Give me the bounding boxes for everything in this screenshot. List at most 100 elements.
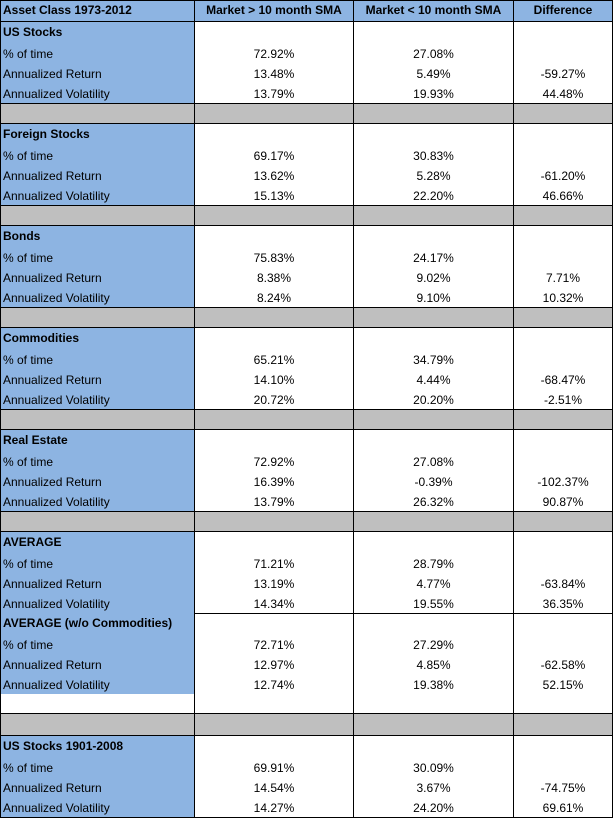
empty-cell — [514, 410, 613, 429]
value-difference: 69.61% — [514, 798, 613, 817]
value-difference — [514, 635, 613, 655]
metric-label: Annualized Volatility — [0, 594, 195, 613]
value-below-sma: 27.08% — [354, 44, 514, 64]
value-difference — [514, 452, 613, 472]
metric-row-ret: Annualized Return 13.19% 4.77% -63.84% — [0, 574, 613, 594]
metric-label: Annualized Volatility — [0, 675, 195, 694]
section-title: US Stocks 1901-2008 — [0, 736, 195, 758]
value-difference — [514, 350, 613, 370]
value-difference — [514, 248, 613, 268]
empty-cell — [195, 104, 354, 123]
empty-cell — [195, 124, 354, 146]
metric-label: % of time — [0, 452, 195, 472]
separator-row — [0, 714, 613, 736]
value-above-sma: 13.79% — [195, 84, 354, 103]
metric-row-vol: Annualized Volatility 13.79% 19.93% 44.48% — [0, 84, 613, 104]
metric-row-ret: Annualized Return 14.54% 3.67% -74.75% — [0, 778, 613, 798]
metric-label: % of time — [0, 350, 195, 370]
metric-label: Annualized Return — [0, 574, 195, 594]
section-title-row: Real Estate — [0, 430, 613, 452]
value-below-sma: 5.49% — [354, 64, 514, 84]
empty-cell — [514, 430, 613, 452]
value-difference: -63.84% — [514, 574, 613, 594]
empty-cell — [514, 124, 613, 146]
value-below-sma: 30.09% — [354, 758, 514, 778]
section-title: Foreign Stocks — [0, 124, 195, 146]
value-below-sma: 9.10% — [354, 288, 514, 307]
value-difference — [514, 44, 613, 64]
empty-cell — [514, 613, 613, 635]
metric-row-ret: Annualized Return 13.62% 5.28% -61.20% — [0, 166, 613, 186]
separator-row — [0, 104, 613, 124]
empty-cell — [354, 694, 514, 713]
header-above-sma: Market > 10 month SMA — [195, 0, 354, 21]
value-below-sma: 27.29% — [354, 635, 514, 655]
value-above-sma: 14.34% — [195, 594, 354, 613]
separator-row — [0, 206, 613, 226]
metric-label: Annualized Return — [0, 370, 195, 390]
header-asset-class: Asset Class 1973-2012 — [0, 0, 195, 21]
empty-cell — [514, 328, 613, 350]
metric-label: % of time — [0, 248, 195, 268]
separator-row — [0, 410, 613, 430]
value-below-sma: -0.39% — [354, 472, 514, 492]
metric-row-vol: Annualized Volatility 14.27% 24.20% 69.61% — [0, 798, 613, 818]
empty-cell — [195, 736, 354, 758]
empty-cell — [195, 328, 354, 350]
value-above-sma: 15.13% — [195, 186, 354, 205]
metric-label: Annualized Volatility — [0, 798, 195, 817]
metric-row-ret: Annualized Return 13.48% 5.49% -59.27% — [0, 64, 613, 84]
value-difference — [514, 146, 613, 166]
value-above-sma: 8.38% — [195, 268, 354, 288]
metric-row-vol: Annualized Volatility 13.79% 26.32% 90.87% — [0, 492, 613, 512]
section-title: US Stocks — [0, 22, 195, 44]
empty-cell — [354, 532, 514, 554]
metric-row-ret: Annualized Return 14.10% 4.44% -68.47% — [0, 370, 613, 390]
metric-label: Annualized Return — [0, 655, 195, 675]
empty-cell — [195, 694, 354, 713]
value-below-sma: 3.67% — [354, 778, 514, 798]
metric-row-vol: Annualized Volatility 8.24% 9.10% 10.32% — [0, 288, 613, 308]
value-above-sma: 72.71% — [195, 635, 354, 655]
metric-label: % of time — [0, 758, 195, 778]
metric-row-pct: % of time 69.17% 30.83% — [0, 146, 613, 166]
metric-row-vol: Annualized Volatility 14.34% 19.55% 36.35% — [0, 594, 613, 614]
metric-label: Annualized Volatility — [0, 390, 195, 409]
value-above-sma: 13.19% — [195, 574, 354, 594]
value-above-sma: 69.91% — [195, 758, 354, 778]
empty-cell — [195, 206, 354, 225]
value-above-sma: 8.24% — [195, 288, 354, 307]
empty-cell — [514, 104, 613, 123]
empty-cell — [195, 512, 354, 531]
empty-cell — [195, 430, 354, 452]
metric-row-ret: Annualized Return 16.39% -0.39% -102.37% — [0, 472, 613, 492]
empty-cell — [514, 532, 613, 554]
header-below-sma: Market < 10 month SMA — [354, 0, 514, 21]
value-below-sma: 24.20% — [354, 798, 514, 817]
value-below-sma: 34.79% — [354, 350, 514, 370]
empty-cell — [195, 22, 354, 44]
metric-row-pct: % of time 75.83% 24.17% — [0, 248, 613, 268]
empty-cell — [354, 226, 514, 248]
value-difference: -61.20% — [514, 166, 613, 186]
metric-row-pct: % of time 65.21% 34.79% — [0, 350, 613, 370]
value-difference: 10.32% — [514, 288, 613, 307]
value-below-sma: 24.17% — [354, 248, 514, 268]
metric-label: Annualized Return — [0, 64, 195, 84]
empty-cell — [354, 206, 514, 225]
metric-label: Annualized Volatility — [0, 492, 195, 511]
metric-row-vol: Annualized Volatility 15.13% 22.20% 46.66% — [0, 186, 613, 206]
empty-cell — [514, 512, 613, 531]
empty-cell — [514, 694, 613, 713]
empty-cell — [354, 104, 514, 123]
empty-cell — [354, 22, 514, 44]
empty-cell — [354, 613, 514, 635]
empty-cell — [195, 613, 354, 635]
value-above-sma: 12.74% — [195, 675, 354, 694]
value-difference: -74.75% — [514, 778, 613, 798]
value-difference: 46.66% — [514, 186, 613, 205]
section-title: AVERAGE (w/o Commodities) — [0, 613, 195, 635]
value-difference: -59.27% — [514, 64, 613, 84]
section-title: Bonds — [0, 226, 195, 248]
value-above-sma: 13.79% — [195, 492, 354, 511]
